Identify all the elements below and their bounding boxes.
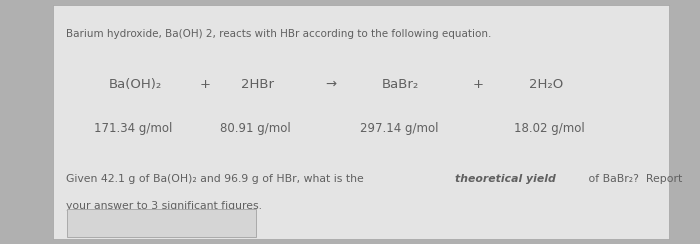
FancyBboxPatch shape: [52, 5, 668, 239]
Text: 171.34 g/mol: 171.34 g/mol: [94, 122, 173, 135]
Text: theoretical yield: theoretical yield: [455, 174, 556, 184]
FancyBboxPatch shape: [66, 209, 256, 237]
Text: +: +: [199, 78, 211, 91]
Text: +: +: [473, 78, 484, 91]
Text: of BaBr₂?  Report: of BaBr₂? Report: [585, 174, 682, 184]
Text: 80.91 g/mol: 80.91 g/mol: [220, 122, 291, 135]
Text: Given 42.1 g of Ba(OH)₂ and 96.9 g of HBr, what is the: Given 42.1 g of Ba(OH)₂ and 96.9 g of HB…: [66, 174, 368, 184]
Text: your answer to 3 significant figures.: your answer to 3 significant figures.: [66, 201, 262, 211]
Text: Ba(OH)₂: Ba(OH)₂: [108, 78, 162, 91]
Text: 2HBr: 2HBr: [241, 78, 274, 91]
Text: BaBr₂: BaBr₂: [382, 78, 419, 91]
Text: 2H₂O: 2H₂O: [528, 78, 563, 91]
Text: →: →: [326, 78, 337, 91]
Text: 18.02 g/mol: 18.02 g/mol: [514, 122, 585, 135]
Text: 297.14 g/mol: 297.14 g/mol: [360, 122, 439, 135]
Text: Barium hydroxide, Ba(OH) 2, reacts with HBr according to the following equation.: Barium hydroxide, Ba(OH) 2, reacts with …: [66, 29, 492, 39]
